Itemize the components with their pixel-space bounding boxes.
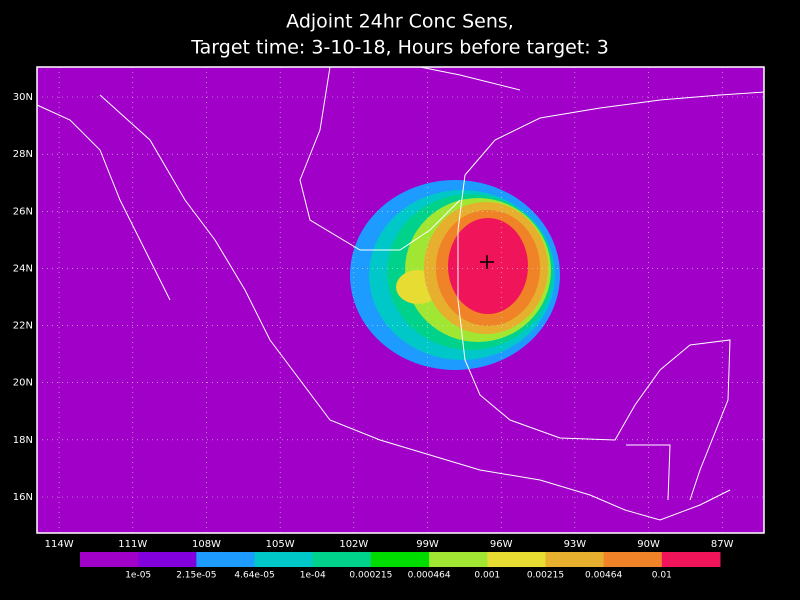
colorbar: 1e-05 2.15e-05 4.64e-05 1e-04 0.000215 0.0004… — [80, 552, 721, 581]
colorbar-label: 1e-05 — [125, 571, 151, 581]
map: 114W 111W 108W 105W 102W 99W 96W 93W 90W 87W 16N 18… — [13, 66, 765, 550]
map-frame — [36, 66, 765, 534]
colorbar-swatch — [487, 552, 546, 567]
x-tick-label: 102W — [339, 539, 368, 550]
x-tick-label: 90W — [637, 539, 660, 550]
colorbar-label: 0.000215 — [349, 571, 392, 581]
colorbar-label: 0.001 — [474, 571, 500, 581]
colorbar-swatch — [370, 552, 430, 567]
coastlines — [36, 66, 765, 521]
y-tick-label: 22N — [13, 321, 33, 332]
colorbar-label: 0.000464 — [408, 571, 451, 581]
colorbar-label: 1e-04 — [300, 571, 326, 581]
colorbar-swatch — [603, 552, 663, 567]
x-tick-label: 93W — [564, 539, 587, 550]
y-tick-label: 20N — [13, 378, 33, 389]
x-tick-label: 96W — [490, 539, 513, 550]
grid — [37, 67, 764, 533]
target-marker — [480, 255, 494, 269]
colorbar-swatch — [661, 552, 721, 567]
y-tick-label: 16N — [13, 492, 33, 503]
colorbar-swatch — [254, 552, 314, 567]
y-tick-label: 24N — [13, 263, 33, 274]
colorbar-label: 0.00215 — [527, 571, 564, 581]
colorbar-label: 0.01 — [652, 571, 672, 581]
colorbar-label: 0.00464 — [585, 571, 622, 581]
colorbar-swatch — [80, 552, 139, 567]
colorbar-label: 4.64e-05 — [234, 571, 274, 581]
colorbar-swatch — [429, 552, 488, 567]
y-tick-label: 18N — [13, 435, 33, 446]
x-tick-label: 114W — [45, 539, 74, 550]
x-tick-label: 87W — [711, 539, 734, 550]
colorbar-swatch — [138, 552, 197, 567]
colorbar-swatch — [196, 552, 256, 567]
colorbar-swatch — [545, 552, 605, 567]
x-tick-label: 99W — [416, 539, 439, 550]
title-line-1: Adjoint 24hr Conc Sens, — [286, 11, 514, 33]
contour — [448, 218, 528, 314]
x-tick-label: 108W — [192, 539, 221, 550]
y-tick-label: 30N — [13, 92, 33, 103]
x-tick-label: 105W — [266, 539, 295, 550]
coastline — [36, 66, 765, 521]
y-tick-label: 28N — [13, 149, 33, 160]
title-line-2: Target time: 3-10-18, Hours before targe… — [190, 37, 609, 59]
sensitivity-blob — [350, 180, 560, 370]
colorbar-label: 2.15e-05 — [176, 571, 216, 581]
x-tick-label: 111W — [118, 539, 147, 550]
y-tick-label: 26N — [13, 206, 33, 217]
colorbar-swatch — [312, 552, 372, 567]
